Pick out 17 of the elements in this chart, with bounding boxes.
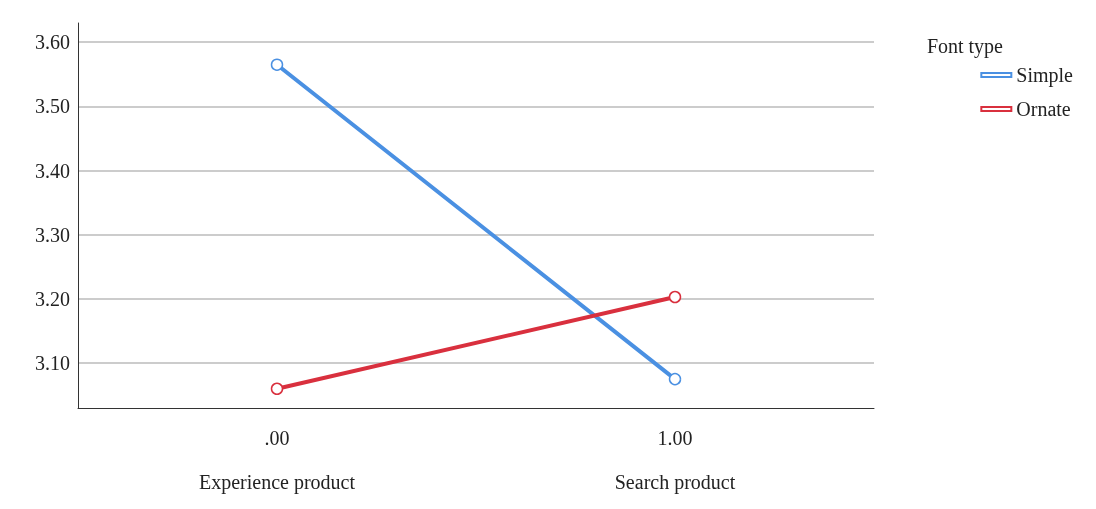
legend-label: Ornate [1016, 98, 1071, 120]
legend-title: Font type [926, 35, 1004, 58]
text: Experience product [198, 471, 356, 494]
y-tick-label: 3.60 [35, 31, 70, 54]
x-tick-label: 1.00 [657, 427, 693, 449]
point [668, 290, 682, 304]
legend-label: Simple [1016, 64, 1074, 87]
point [668, 372, 682, 386]
x-tick-label: .00 [264, 427, 290, 449]
y-tick-label: 3.50 [35, 95, 70, 118]
y-tick-label: 3.30 [35, 223, 70, 246]
point [270, 382, 284, 395]
y-tick-label: 3.40 [35, 159, 70, 182]
point [270, 58, 284, 71]
y-tick-label: 3.10 [35, 352, 70, 375]
y-tick-label: 3.20 [35, 287, 70, 310]
text: Search product [614, 471, 736, 494]
